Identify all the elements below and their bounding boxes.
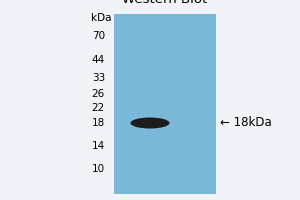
Text: 33: 33 <box>92 73 105 83</box>
Text: ← 18kDa: ← 18kDa <box>220 116 272 130</box>
Text: kDa: kDa <box>91 13 111 23</box>
Text: 18: 18 <box>92 118 105 128</box>
Text: 26: 26 <box>92 89 105 99</box>
Text: 44: 44 <box>92 55 105 65</box>
Bar <box>114 14 216 194</box>
Text: 14: 14 <box>92 141 105 151</box>
Ellipse shape <box>130 117 170 129</box>
Text: 10: 10 <box>92 164 105 174</box>
Text: Western Blot: Western Blot <box>122 0 208 6</box>
Text: 22: 22 <box>92 103 105 113</box>
Text: 70: 70 <box>92 31 105 41</box>
